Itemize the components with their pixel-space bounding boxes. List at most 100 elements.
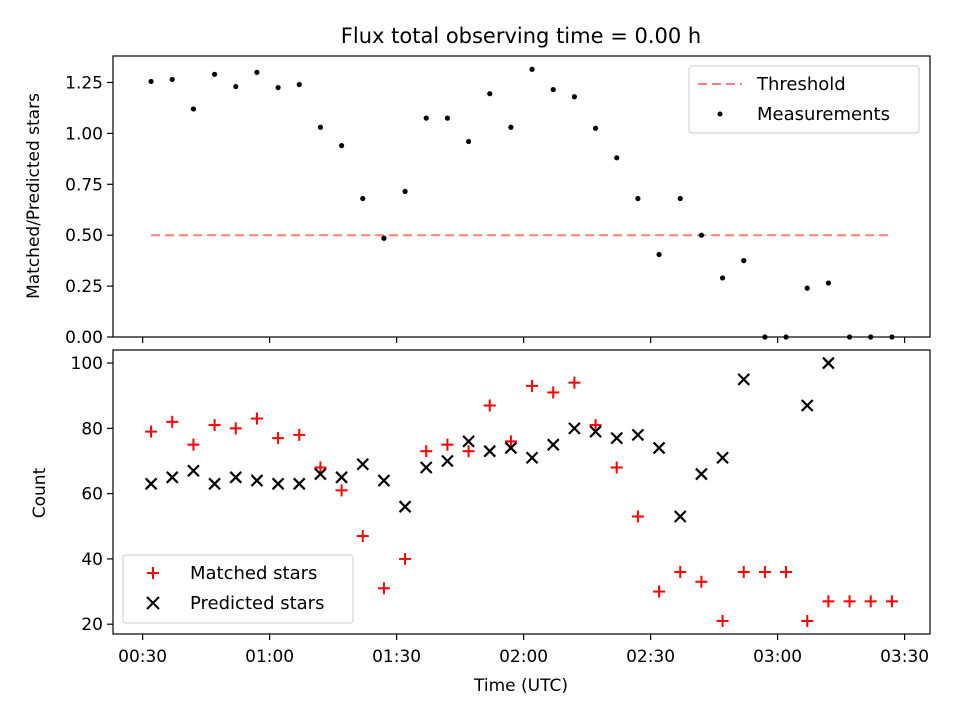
matched-star-point <box>737 565 750 578</box>
measurement-point <box>804 285 810 291</box>
measurement-point <box>169 76 175 83</box>
bottom-legend-box <box>122 554 354 624</box>
matched-star-point <box>504 435 517 448</box>
bottom-y-tick-label: 60 <box>81 485 103 505</box>
measurement-point <box>825 280 832 286</box>
matched-star-point <box>483 399 496 412</box>
matched-star-point <box>610 461 623 474</box>
x-tick-label: 02:30 <box>626 647 675 667</box>
matched-star-point <box>716 614 729 627</box>
predicted-star-point <box>483 444 497 458</box>
matched-star-point <box>399 552 412 565</box>
matched-star-point <box>801 614 814 627</box>
matched-stars-points <box>145 376 898 627</box>
predicted-star-point <box>652 441 666 455</box>
x-tick-label: 03:30 <box>880 647 929 667</box>
legend-predicted-swatch <box>146 596 160 610</box>
top-y-tick-label: 0.25 <box>65 277 103 297</box>
predicted-star-point <box>695 467 708 481</box>
legend-matched-swatch <box>147 567 159 579</box>
predicted-stars-points <box>144 356 835 523</box>
matched-star-point <box>780 565 793 578</box>
predicted-star-point <box>208 477 221 491</box>
bottom-y-tick-label: 20 <box>81 615 103 635</box>
bottom-plot-frame <box>112 349 931 635</box>
predicted-star-point <box>292 477 306 491</box>
predicted-star-point <box>546 438 560 451</box>
measurement-point <box>698 232 705 238</box>
top-y-tick-label: 0.00 <box>65 328 103 348</box>
x-tick-label: 01:00 <box>245 647 294 667</box>
measurement-point <box>402 188 408 195</box>
matched-star-point <box>356 530 369 543</box>
measurement-point <box>317 124 324 130</box>
predicted-star-point <box>441 454 454 468</box>
legend-measurements-swatch <box>717 111 723 117</box>
measurement-point <box>529 66 535 72</box>
bottom-y-tick-label: 80 <box>81 419 103 439</box>
bottom-legend: Matched stars Predicted stars <box>122 554 354 624</box>
bottom-x-ticks: 00:30 01:00 01:30 02:00 02:30 03:00 03:30 <box>118 634 929 667</box>
measurement-point <box>635 195 641 202</box>
matched-star-point <box>462 445 475 458</box>
x-tick-label: 03:00 <box>753 647 802 667</box>
predicted-star-point <box>673 510 687 523</box>
top-y-tick-label: 0.50 <box>65 226 103 246</box>
x-tick-label: 01:30 <box>372 647 421 667</box>
measurement-point <box>592 125 599 131</box>
matched-star-point <box>335 484 348 497</box>
measurement-point <box>741 258 747 264</box>
measurement-point <box>254 69 260 75</box>
matched-star-point <box>145 425 158 438</box>
matched-star-point <box>441 438 454 451</box>
x-axis-label: Time (UTC) <box>473 676 568 696</box>
measurement-point <box>190 106 197 112</box>
measurement-point <box>233 83 239 90</box>
bottom-y-tick-label: 100 <box>71 354 103 374</box>
predicted-star-point <box>229 471 243 484</box>
measurement-point <box>614 155 620 161</box>
top-y-tick-label: 1.25 <box>65 73 103 93</box>
matched-star-point <box>822 595 835 608</box>
top-legend: Threshold Measurements <box>688 65 920 134</box>
matched-star-point <box>589 419 602 432</box>
predicted-star-point <box>610 431 624 445</box>
predicted-star-point <box>250 474 264 487</box>
predicted-star-point <box>377 474 391 487</box>
matched-star-point <box>653 585 666 598</box>
top-y-tick-label: 1.00 <box>65 124 103 144</box>
measurement-point <box>444 115 451 121</box>
measurement-point <box>465 138 472 145</box>
measurement-point <box>719 275 726 281</box>
predicted-star-point <box>356 457 370 471</box>
predicted-star-point <box>737 373 751 386</box>
top-x-ticks <box>142 337 906 343</box>
matched-star-point <box>843 595 856 608</box>
measurement-point <box>211 71 218 77</box>
predicted-star-point <box>822 356 835 370</box>
matched-star-point <box>568 376 581 389</box>
measurement-point <box>487 91 493 97</box>
matched-star-point <box>547 386 560 399</box>
matched-star-point <box>420 445 433 458</box>
measurement-point <box>296 81 302 88</box>
top-y-ticks: 0.00 0.25 0.50 0.75 1.00 1.25 <box>65 73 113 348</box>
matched-star-point <box>229 422 242 435</box>
predicted-star-point <box>165 471 179 484</box>
top-y-tick-label: 0.75 <box>65 175 103 195</box>
predicted-star-point <box>525 451 539 465</box>
measurement-point <box>508 124 514 130</box>
top-plot-frame <box>112 55 931 338</box>
matched-star-point <box>526 379 539 392</box>
measurement-point <box>275 84 281 91</box>
matched-star-point <box>166 415 179 428</box>
predicted-star-point <box>398 500 412 513</box>
measurement-point <box>677 195 683 202</box>
measurement-point <box>338 142 345 149</box>
measurement-point <box>550 86 556 93</box>
matched-star-point <box>674 565 687 578</box>
x-tick-label: 00:30 <box>118 647 167 667</box>
predicted-star-point <box>589 425 602 438</box>
measurement-point <box>360 195 366 202</box>
predicted-star-point <box>462 435 475 448</box>
